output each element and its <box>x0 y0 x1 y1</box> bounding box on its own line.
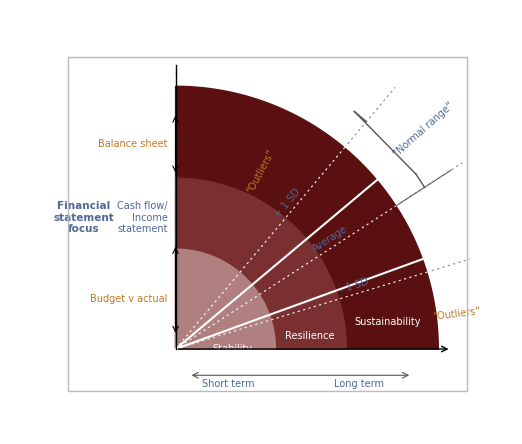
Text: “Outliers”: “Outliers” <box>433 306 482 322</box>
Text: Financial
statement
focus: Financial statement focus <box>53 201 114 234</box>
Text: Average: Average <box>311 224 349 254</box>
Text: Short term: Short term <box>202 379 254 389</box>
Text: “Outliers”: “Outliers” <box>245 148 277 195</box>
Text: Resilience: Resilience <box>286 330 335 341</box>
Text: Sustainability: Sustainability <box>354 317 421 327</box>
Text: Cash flow/
Income
statement: Cash flow/ Income statement <box>117 201 168 234</box>
Polygon shape <box>175 86 438 349</box>
Text: Stability: Stability <box>212 344 253 354</box>
Text: “Normal range”: “Normal range” <box>392 100 456 159</box>
Text: Long term: Long term <box>335 379 385 389</box>
Text: - 1 SD: - 1 SD <box>339 277 370 295</box>
Polygon shape <box>175 249 276 349</box>
Text: + 1 SD: + 1 SD <box>273 187 303 219</box>
Polygon shape <box>175 178 346 349</box>
Text: Budget v actual: Budget v actual <box>90 294 168 304</box>
Text: Balance sheet: Balance sheet <box>98 139 168 149</box>
